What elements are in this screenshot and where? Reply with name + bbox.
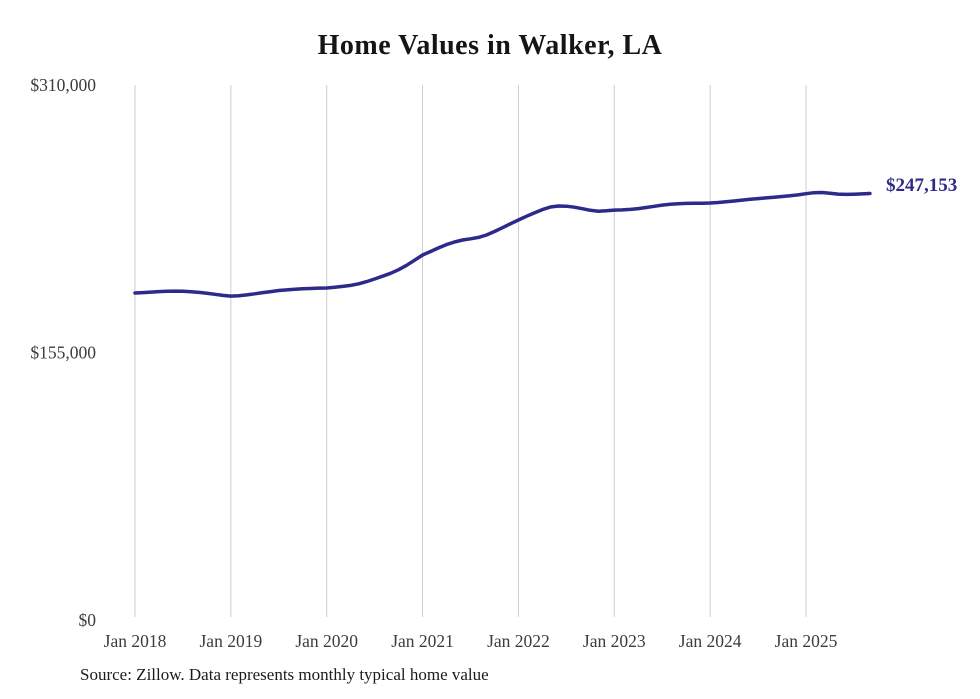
current-value-label: $247,153 (886, 175, 958, 196)
y-tick-label: $155,000 (30, 343, 96, 363)
x-tick-label: Jan 2025 (775, 631, 838, 651)
y-tick-label: $310,000 (30, 75, 96, 95)
x-tick-label: Jan 2018 (104, 631, 167, 651)
x-tick-label: Jan 2020 (295, 631, 358, 651)
x-tick-label: Jan 2022 (487, 631, 550, 651)
source-note: Source: Zillow. Data represents monthly … (80, 665, 489, 684)
x-tick-label: Jan 2024 (679, 631, 742, 651)
chart-title: Home Values in Walker, LA (317, 30, 663, 61)
y-tick-label: $0 (79, 610, 97, 630)
home-value-line (133, 190, 872, 298)
x-tick-label: Jan 2021 (391, 631, 454, 651)
x-tick-label: Jan 2019 (200, 631, 263, 651)
x-tick-label: Jan 2023 (583, 631, 646, 651)
